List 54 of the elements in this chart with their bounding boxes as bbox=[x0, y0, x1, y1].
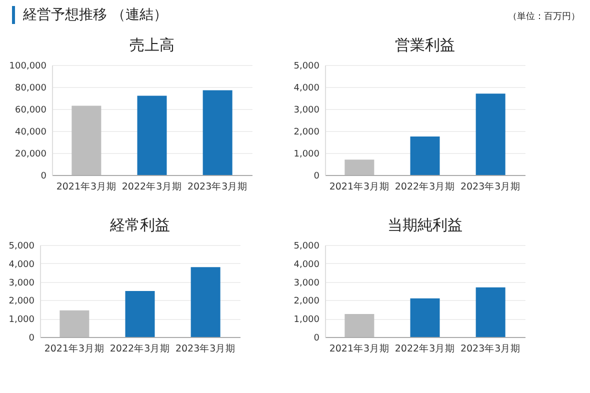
x-tick-label: 2023年3月期 bbox=[187, 180, 248, 192]
chart-title: 営業利益 bbox=[395, 36, 455, 54]
chart-title: 経常利益 bbox=[109, 216, 170, 234]
x-tick-label: 2021年3月期 bbox=[56, 180, 117, 192]
y-tick-label: 2,000 bbox=[294, 296, 320, 307]
x-tick-label: 2023年3月期 bbox=[460, 342, 521, 354]
bar bbox=[476, 287, 506, 337]
y-tick-label: 0 bbox=[314, 172, 320, 182]
y-tick-label: 1,000 bbox=[294, 150, 320, 160]
bar bbox=[202, 90, 232, 175]
x-tick-label: 2023年3月期 bbox=[175, 342, 236, 354]
y-tick-label: 80,000 bbox=[15, 84, 47, 94]
y-tick-label: 0 bbox=[40, 172, 47, 182]
bar bbox=[344, 160, 374, 175]
x-tick-label: 2021年3月期 bbox=[329, 342, 390, 354]
bar bbox=[344, 314, 374, 337]
bar bbox=[410, 298, 440, 337]
y-tick-label: 3,000 bbox=[294, 106, 320, 116]
y-tick-label: 4,000 bbox=[294, 84, 320, 94]
x-tick-label: 2022年3月期 bbox=[394, 180, 456, 192]
y-tick-label: 0 bbox=[28, 334, 35, 344]
y-tick-label: 4,000 bbox=[294, 260, 320, 270]
chart-title: 当期純利益 bbox=[388, 216, 462, 234]
bar bbox=[72, 106, 102, 175]
y-tick-label: 3,000 bbox=[8, 278, 35, 288]
y-tick-label: 5,000 bbox=[8, 242, 35, 252]
y-tick-label: 1,000 bbox=[294, 315, 320, 326]
y-tick-label: 40,000 bbox=[15, 128, 47, 138]
bar bbox=[137, 96, 167, 175]
bar bbox=[410, 136, 440, 175]
x-tick-label: 2023年3月期 bbox=[460, 180, 521, 192]
y-tick-label: 60,000 bbox=[15, 106, 47, 116]
x-tick-label: 2022年3月期 bbox=[122, 180, 182, 192]
bar bbox=[476, 94, 506, 175]
y-tick-label: 3,000 bbox=[294, 278, 320, 288]
text: （単位：百万円） bbox=[508, 10, 580, 23]
y-tick-label: 2,000 bbox=[294, 128, 320, 138]
y-tick-label: 20,000 bbox=[15, 150, 47, 160]
text: 経営予想推移 （連結） bbox=[12, 6, 168, 24]
y-tick-label: 5,000 bbox=[294, 62, 320, 72]
chart-title: 売上高 bbox=[130, 36, 174, 54]
bar bbox=[125, 291, 155, 337]
y-tick-label: 1,000 bbox=[8, 315, 35, 326]
y-tick-label: 100,000 bbox=[9, 62, 47, 72]
x-tick-label: 2022年3月期 bbox=[394, 342, 456, 354]
x-tick-label: 2021年3月期 bbox=[329, 180, 390, 192]
y-tick-label: 2,000 bbox=[8, 296, 35, 307]
y-tick-label: 4,000 bbox=[8, 260, 35, 270]
y-tick-label: 5,000 bbox=[294, 242, 320, 252]
x-tick-label: 2022年3月期 bbox=[110, 342, 170, 354]
x-tick-label: 2021年3月期 bbox=[44, 342, 105, 354]
bar bbox=[190, 267, 220, 337]
bar bbox=[60, 310, 90, 337]
y-tick-label: 0 bbox=[314, 334, 320, 344]
